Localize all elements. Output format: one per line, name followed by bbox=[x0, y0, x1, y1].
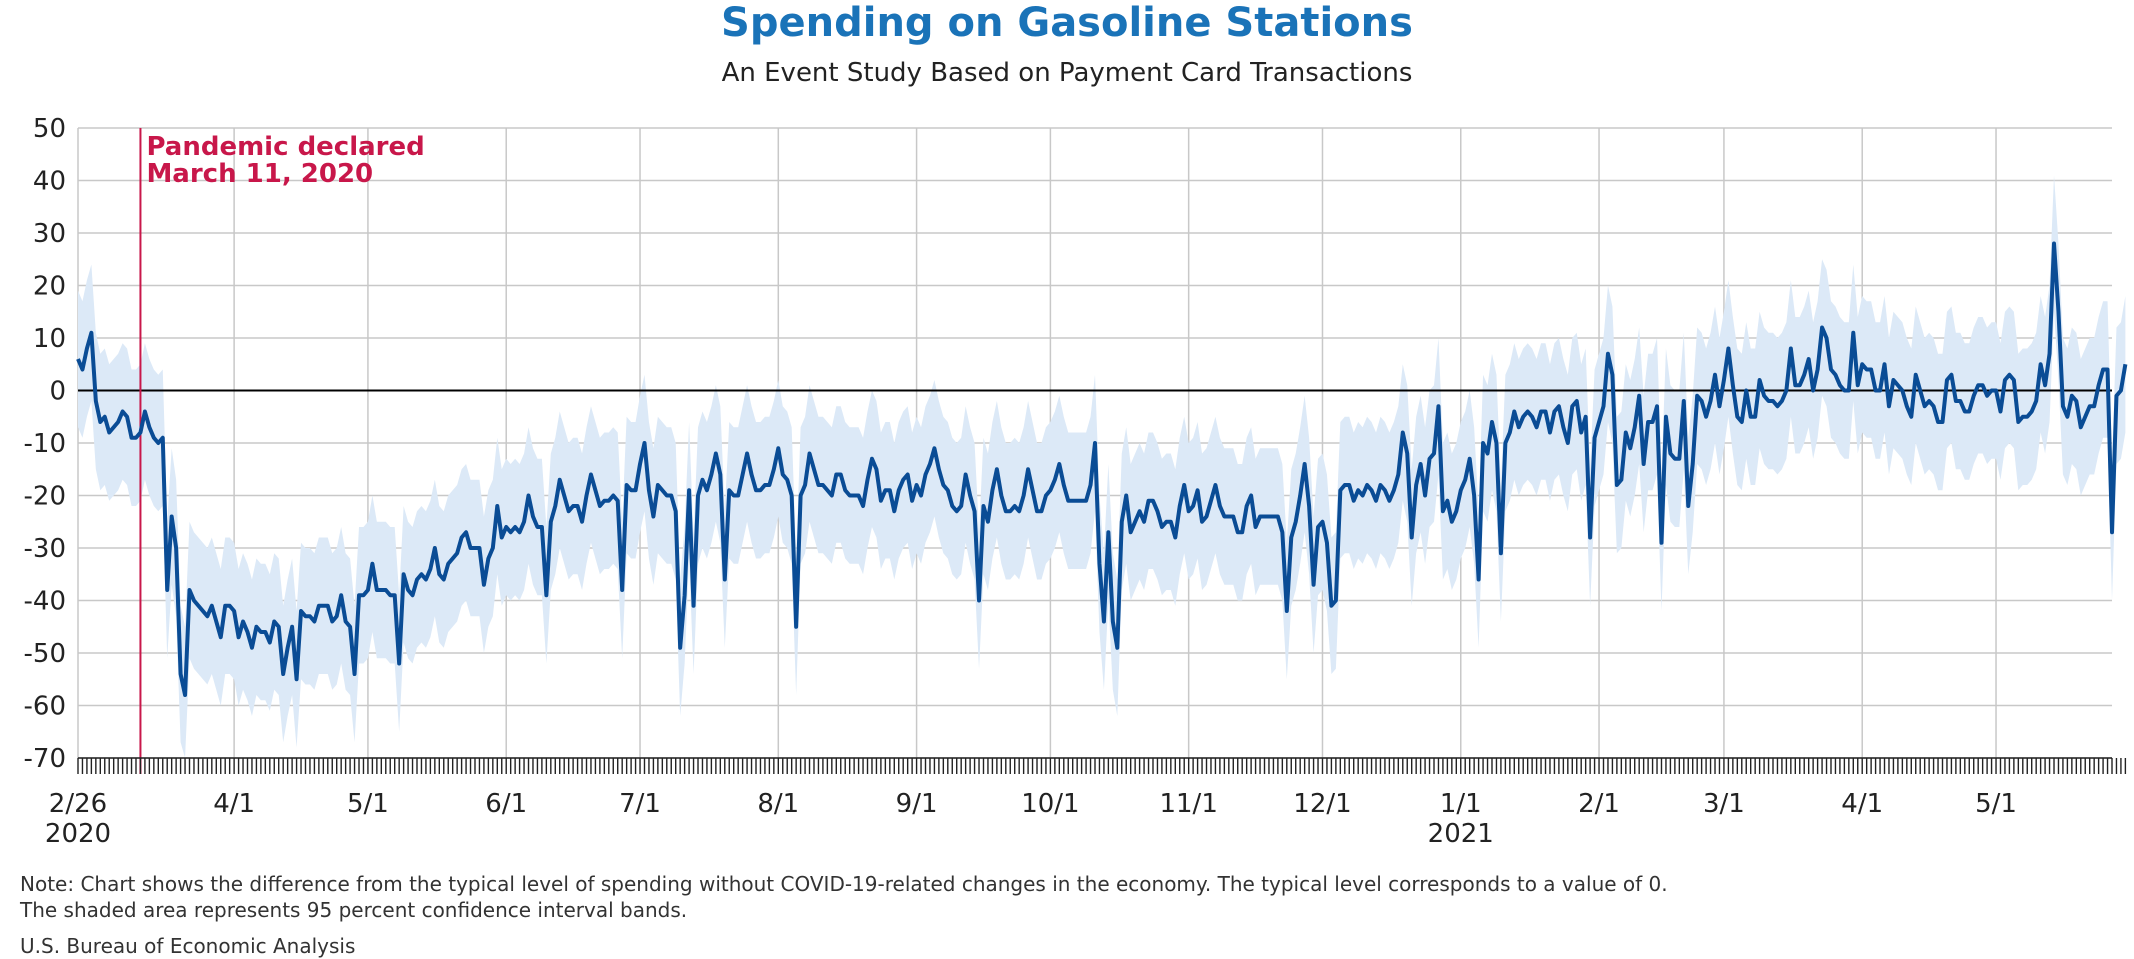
x-year-label: 2021 bbox=[1428, 819, 1494, 849]
x-year-label: 2020 bbox=[45, 819, 111, 849]
series-line bbox=[76, 241, 2128, 697]
y-tick-label: -30 bbox=[24, 534, 66, 564]
x-tick-label: 6/1 bbox=[485, 789, 527, 819]
y-tick-label: -40 bbox=[24, 587, 66, 617]
chart-subtitle: An Event Study Based on Payment Card Tra… bbox=[721, 58, 1413, 88]
x-tick-label: 12/1 bbox=[1293, 789, 1351, 819]
x-tick-label: 11/1 bbox=[1159, 789, 1217, 819]
daily-ticks bbox=[77, 758, 2127, 774]
note-line-1: Note: Chart shows the difference from th… bbox=[20, 872, 1668, 896]
y-tick-label: 0 bbox=[49, 377, 66, 407]
confidence-band bbox=[78, 175, 2126, 758]
y-tick-label: 20 bbox=[33, 272, 66, 302]
note-line-2: The shaded area represents 95 percent co… bbox=[20, 898, 688, 922]
y-tick-label: -20 bbox=[24, 482, 66, 512]
annotation-line-1: Pandemic declared bbox=[146, 132, 424, 162]
x-tick-label: 5/1 bbox=[1975, 789, 2017, 819]
x-tick-label: 3/1 bbox=[1703, 789, 1745, 819]
x-tick-label: 2/26 bbox=[49, 789, 107, 819]
x-tick-label: 7/1 bbox=[619, 789, 661, 819]
ci-band bbox=[78, 175, 2126, 758]
y-tick-label: 30 bbox=[33, 219, 66, 249]
y-tick-label: -70 bbox=[24, 744, 66, 774]
x-tick-label: 2/1 bbox=[1578, 789, 1620, 819]
x-tick-label: 10/1 bbox=[1021, 789, 1079, 819]
x-tick-label: 8/1 bbox=[757, 789, 799, 819]
x-tick-label: 5/1 bbox=[347, 789, 389, 819]
chart-title: Spending on Gasoline Stations bbox=[721, 0, 1413, 46]
source: U.S. Bureau of Economic Analysis bbox=[20, 934, 356, 958]
y-tick-label: -10 bbox=[24, 429, 66, 459]
y-tick-label: -60 bbox=[24, 692, 66, 722]
x-tick-label: 4/1 bbox=[213, 789, 255, 819]
x-tick-label: 1/1 bbox=[1440, 789, 1482, 819]
y-tick-label: 10 bbox=[33, 324, 66, 354]
gasoline-spending-line bbox=[76, 241, 2128, 697]
annotation-line-2: March 11, 2020 bbox=[146, 159, 373, 189]
x-tick-label: 4/1 bbox=[1841, 789, 1883, 819]
x-tick-label: 9/1 bbox=[896, 789, 938, 819]
axes: 50 40 30 20 10 0 -10 -20 -30 -40 -50 -60 -70 2/262020… bbox=[24, 114, 2127, 849]
y-tick-label: 40 bbox=[33, 167, 66, 197]
y-tick-label: 50 bbox=[33, 114, 66, 144]
y-tick-label: -50 bbox=[24, 639, 66, 669]
